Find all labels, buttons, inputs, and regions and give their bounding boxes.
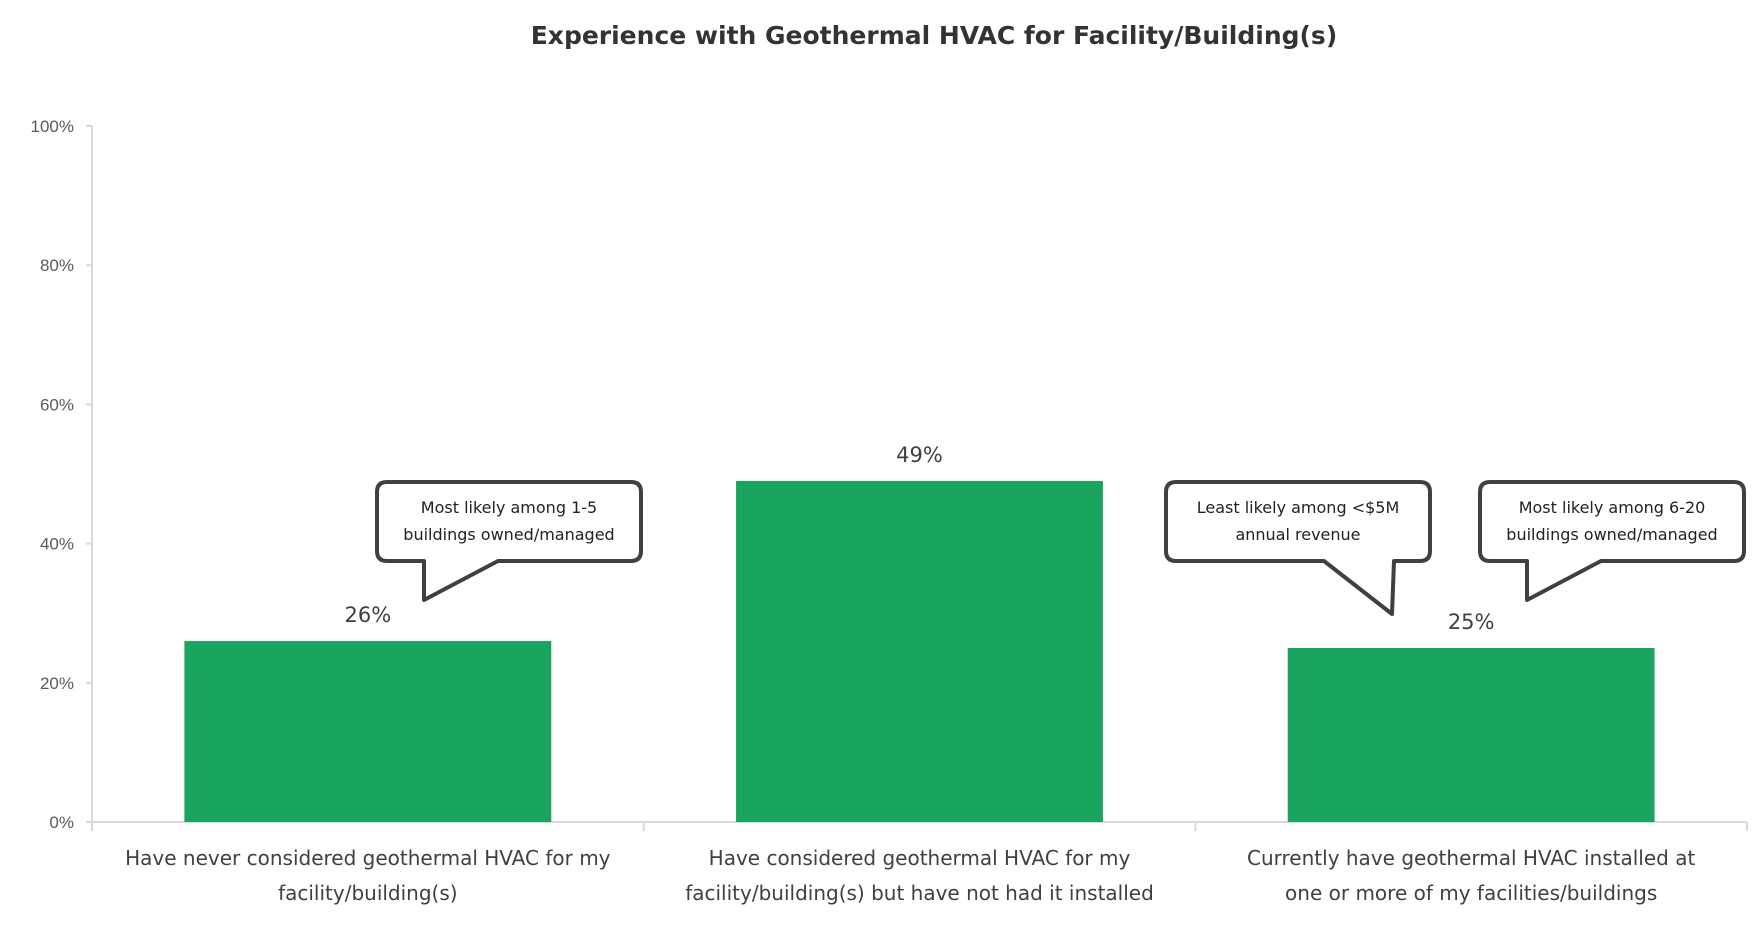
bar-3	[1287, 648, 1655, 822]
y-tick-label: 0%	[49, 813, 74, 832]
y-tick-label: 40%	[40, 535, 74, 554]
chart-title: Experience with Geothermal HVAC for Faci…	[531, 21, 1338, 50]
y-tick-label: 80%	[40, 256, 74, 275]
x-category-label-3: one or more of my facilities/buildings	[1285, 881, 1657, 905]
x-category-label-1: Have never considered geothermal HVAC fo…	[125, 846, 611, 870]
callouts: Most likely among 1-5 buildings owned/man…	[375, 480, 1746, 616]
x-category-label-2: facility/building(s) but have not had it…	[685, 881, 1154, 905]
x-category-label-3: Currently have geothermal HVAC installed…	[1247, 846, 1695, 870]
callout-text: buildings owned/managed	[1506, 525, 1717, 544]
callout-text: Most likely among 1-5	[421, 498, 597, 517]
callout-2: Least likely among <$5M annual revenue	[1164, 480, 1432, 616]
callout-1: Most likely among 1-5 buildings owned/man…	[375, 480, 643, 602]
bars	[184, 480, 1655, 822]
y-tick-label: 100%	[31, 117, 74, 136]
data-labels: 26% 49% 25%	[344, 443, 1494, 634]
axes: 0% 20% 40% 60% 80% 100% Have never considered …	[31, 117, 1748, 905]
y-tick-label: 20%	[40, 674, 74, 693]
callout-text: annual revenue	[1235, 525, 1360, 544]
x-category-label-2: Have considered geothermal HVAC for my	[709, 846, 1131, 870]
callout-text: Least likely among <$5M	[1197, 498, 1400, 517]
data-label-1: 26%	[344, 603, 391, 627]
bar-1	[184, 641, 552, 822]
callout-bubble	[1164, 480, 1432, 616]
x-category-label-1: facility/building(s)	[278, 881, 458, 905]
y-tick-label: 60%	[40, 395, 74, 414]
data-label-2: 49%	[896, 443, 943, 467]
callout-3: Most likely among 6-20 buildings owned/ma…	[1478, 480, 1746, 602]
bar-2	[736, 480, 1103, 822]
callout-text: Most likely among 6-20	[1519, 498, 1706, 517]
callout-bubble	[1478, 480, 1746, 602]
callout-text: buildings owned/managed	[403, 525, 614, 544]
callout-bubble	[375, 480, 643, 602]
data-label-3: 25%	[1448, 610, 1495, 634]
